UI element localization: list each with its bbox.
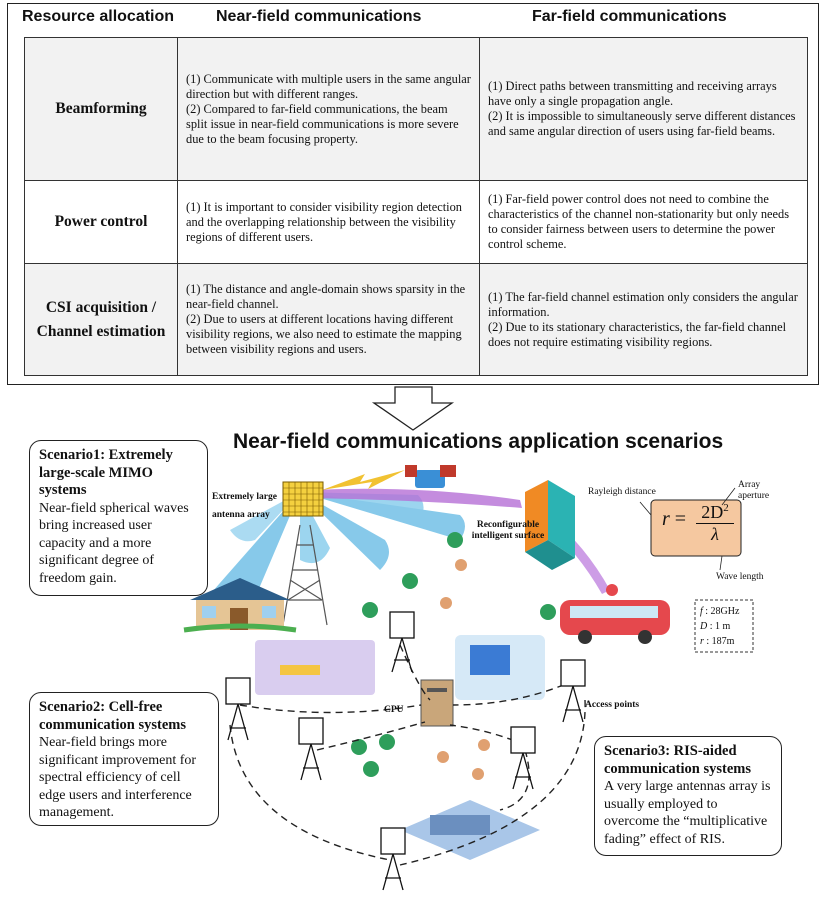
cpu-icon	[420, 679, 454, 727]
param-row: D : 1 m	[700, 619, 739, 634]
label-access-points: Access points	[585, 700, 640, 710]
down-arrow-icon	[371, 386, 455, 431]
factory-scene	[400, 800, 540, 860]
bus-icon	[560, 584, 670, 644]
user-icons	[437, 559, 490, 780]
scenario2-box: Scenario2: Cell-free communication syste…	[29, 692, 219, 826]
formula-exp: 2	[723, 502, 729, 514]
param-list: f : 28GHz D : 1 m r : 187m	[700, 604, 739, 649]
label-ris: Reconfigurable intelligent surface	[471, 520, 545, 541]
header-near-field: Near-field communications	[216, 8, 422, 25]
label-cpu: CPU	[384, 705, 404, 715]
access-point-icons	[225, 611, 586, 891]
header-resource-allocation: Resource allocation	[22, 8, 175, 25]
scenario1-title: Scenario1: Extremely large-scale MIMO sy…	[39, 447, 173, 498]
phone-icons	[351, 532, 556, 777]
comparison-table: Beamforming (1) Communicate with multipl…	[24, 37, 808, 376]
param-value: : 28GHz	[705, 606, 740, 617]
param-value: : 187m	[706, 636, 735, 647]
antenna-array-icon	[282, 481, 324, 517]
table-row: Power control (1) It is important to con…	[24, 180, 808, 264]
scenario1-box: Scenario1: Extremely large-scale MIMO sy…	[29, 440, 208, 596]
doctor-scene	[455, 635, 545, 700]
scenario1-text: Near-field spherical waves bring increas…	[39, 500, 189, 586]
cell-far-beamforming: (1) Direct paths between transmitting an…	[479, 37, 808, 181]
formula-eq: =	[674, 508, 687, 530]
lightning-icon	[322, 470, 405, 490]
header-far-field: Far-field communications	[532, 8, 727, 25]
label-array-aperture: Array aperture	[738, 480, 770, 501]
ris-icon	[525, 480, 575, 570]
param-row: f : 28GHz	[700, 604, 739, 619]
cell-far-csi: (1) The far-field channel estimation onl…	[479, 263, 808, 376]
scenario3-text: A very large antennas array is usually e…	[604, 779, 771, 847]
scenario2-text: Near-field brings more significant impro…	[39, 735, 197, 820]
formula-fraction: 2D2 λ	[696, 502, 734, 545]
scenario2-title: Scenario2: Cell-free communication syste…	[39, 699, 187, 733]
row-label-beamforming: Beamforming	[24, 37, 178, 181]
office-scene	[255, 640, 375, 695]
cell-near-csi: (1) The distance and angle-domain shows …	[177, 263, 480, 376]
param-symbol: f	[700, 606, 703, 617]
param-row: r : 187m	[700, 634, 739, 649]
formula-num: 2D	[701, 502, 724, 522]
table-row: CSI acquisition / Channel estimation (1)…	[24, 263, 808, 376]
table-row: Beamforming (1) Communicate with multipl…	[24, 37, 808, 181]
formula-lhs: r	[662, 508, 670, 530]
tower-icon	[282, 524, 328, 626]
param-value: : 1 m	[709, 621, 731, 632]
diagram-title: Near-field communications application sc…	[233, 430, 724, 453]
satellite-icon	[405, 465, 456, 488]
formula-den: λ	[711, 524, 719, 544]
param-symbol: r	[700, 636, 704, 647]
label-wave-length: Wave length	[716, 572, 764, 582]
rayleigh-formula: r =	[662, 508, 686, 531]
house-icon	[183, 578, 297, 633]
scenario3-box: Scenario3: RIS-aided communication syste…	[594, 736, 782, 856]
label-antenna-array: Extremely large antenna array	[212, 492, 277, 520]
comparison-frame	[7, 3, 819, 385]
row-label-power-control: Power control	[24, 180, 178, 264]
dashed-links	[229, 644, 586, 866]
ris-beam	[310, 488, 522, 508]
scenario3-title: Scenario3: RIS-aided communication syste…	[604, 743, 752, 777]
cell-near-beamforming: (1) Communicate with multiple users in t…	[177, 37, 480, 181]
param-symbol: D	[700, 621, 708, 632]
label-rayleigh-distance: Rayleigh distance	[588, 487, 656, 497]
cell-far-power-control: (1) Far-field power control does not nee…	[479, 180, 808, 264]
formula-box	[650, 499, 742, 557]
